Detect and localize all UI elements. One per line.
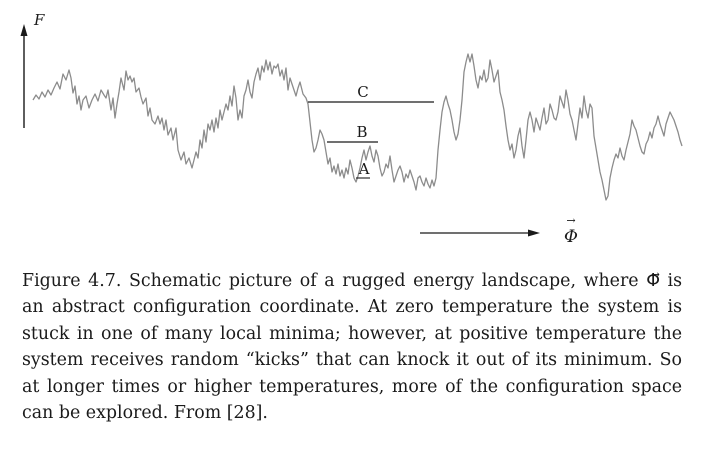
level-a-label: A xyxy=(358,160,370,178)
figure-caption: Figure 4.7. Schematic picture of a rugge… xyxy=(22,268,682,426)
f-axis-label: F xyxy=(33,11,45,29)
caption-text-part2: is an abstract configuration coordinate.… xyxy=(22,271,683,424)
level-b-label: B xyxy=(356,123,367,141)
f-axis-arrowhead xyxy=(20,24,28,36)
caption-text-part1: Schematic picture of a rugged energy lan… xyxy=(129,271,639,291)
energy-curve xyxy=(32,53,683,201)
caption-phi-symbol: Φ⃗ xyxy=(646,271,660,291)
phi-vector-arrow: → xyxy=(566,214,575,227)
phi-axis-label: Φ xyxy=(564,227,578,247)
level-c-label: C xyxy=(357,83,368,101)
energy-landscape-figure: F C B A Φ → xyxy=(20,11,683,247)
phi-axis-arrowhead xyxy=(528,229,540,237)
caption-figure-label: Figure 4.7. xyxy=(22,271,122,291)
